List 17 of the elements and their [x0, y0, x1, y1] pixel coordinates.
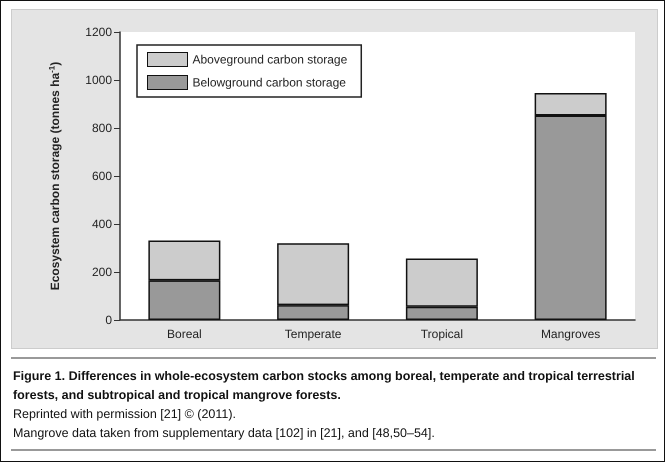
text: Reprinted with permission [21] © (2011). [13, 406, 237, 423]
y-tick-label: 1000 [85, 73, 112, 87]
legend-label: Belowground carbon storage [192, 76, 346, 90]
y-tick-label: 1200 [85, 25, 112, 39]
x-tick-label: Boreal [167, 327, 202, 341]
text: Mangrove data taken from supplementary data [102] in [21], and [48,50–54]. [13, 425, 436, 442]
x-tick-label: Temperate [284, 327, 342, 341]
y-tick-label: 0 [105, 313, 112, 327]
x-tick-label: Mangroves [540, 327, 600, 341]
y-tick-label: 600 [92, 169, 112, 183]
x-tick-label: Tropical [420, 327, 463, 341]
text: Figure 1. Differences in whole-ecosystem carbon stocks among boreal, temperate and tropical terrestrial forests, and subtropical and tropical mangrove forests. [13, 368, 636, 404]
y-tick-label: 400 [92, 217, 112, 231]
y-axis-title: Ecosystem carbon storage (tonnes ha-1) [48, 62, 62, 290]
y-tick-label: 200 [92, 265, 112, 279]
legend-label: Aboveground carbon storage [192, 52, 348, 66]
y-tick-label: 800 [92, 121, 112, 135]
